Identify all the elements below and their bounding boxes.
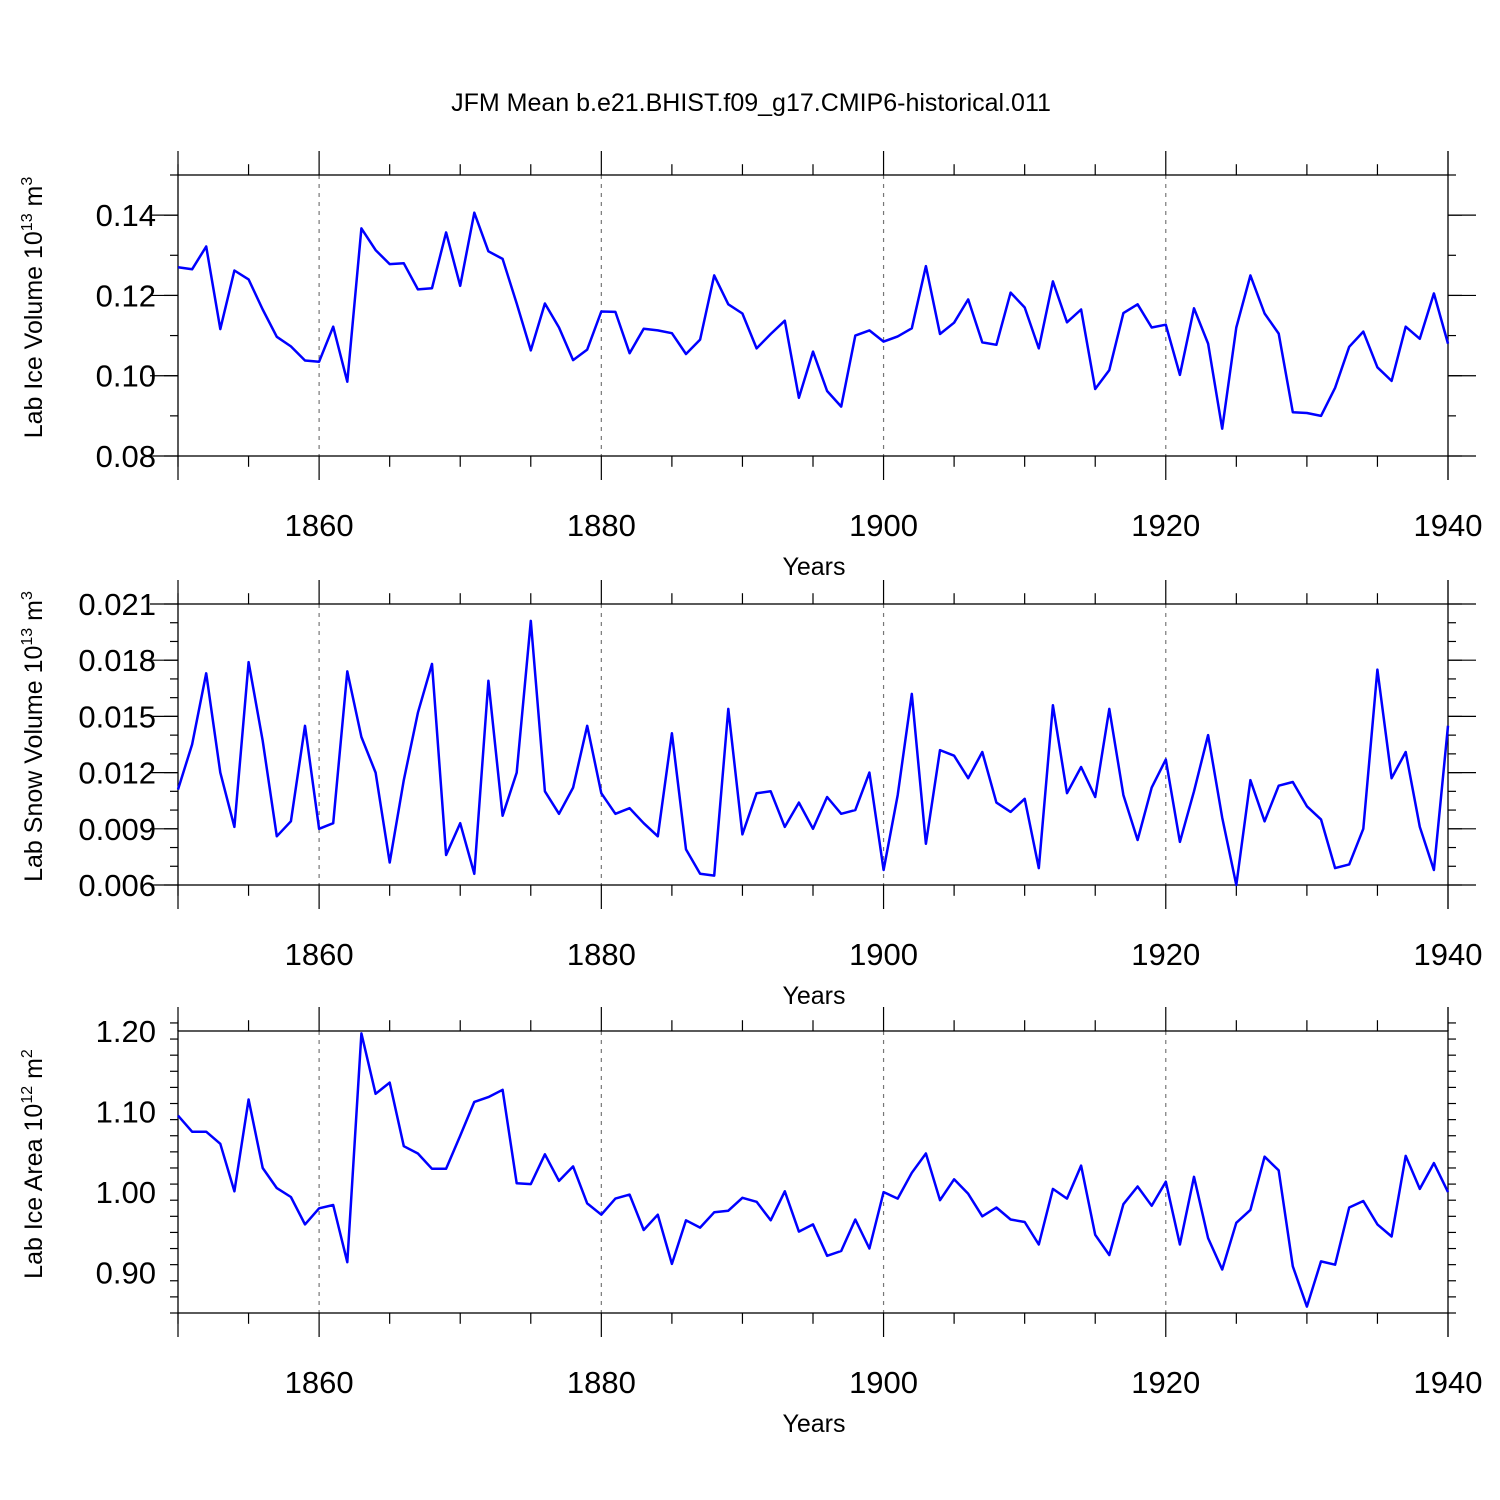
y-tick-label: 0.10 bbox=[96, 359, 156, 394]
x-tick-label: 1880 bbox=[567, 508, 636, 543]
y-tick-label: 0.009 bbox=[78, 812, 156, 847]
y-axis-label-part: 13 bbox=[19, 213, 36, 231]
y-axis-label-part: 12 bbox=[19, 1086, 36, 1104]
y-axis-label-part: 3 bbox=[19, 177, 36, 186]
x-tick-label: 1880 bbox=[567, 937, 636, 972]
x-tick-label: 1940 bbox=[1414, 937, 1483, 972]
x-tick-label: 1900 bbox=[849, 1365, 918, 1400]
y-axis-label-part: m bbox=[20, 600, 48, 628]
plot-frame bbox=[177, 174, 1449, 457]
y-tick-label: 0.018 bbox=[78, 643, 156, 678]
y-axis-label-part: m bbox=[20, 186, 48, 214]
x-tick-label: 1880 bbox=[567, 1365, 636, 1400]
x-tick-label: 1860 bbox=[285, 508, 354, 543]
figure-title: JFM Mean b.e21.BHIST.f09_g17.CMIP6-histo… bbox=[451, 89, 1051, 117]
x-tick-label: 1920 bbox=[1131, 937, 1200, 972]
x-tick-label: 1860 bbox=[285, 937, 354, 972]
y-axis-label-part: Lab Snow Volume 10 bbox=[20, 646, 48, 882]
panels: 1860 1880 1900 1920 1940 0.08 0.10 0.12 0.14 Year… bbox=[19, 151, 1482, 1438]
y-axis-label-part: Lab Ice Area 10 bbox=[20, 1104, 48, 1279]
x-tick-label: 1920 bbox=[1131, 1365, 1200, 1400]
y-axis-label: Lab Ice Volume 1013 m3 bbox=[19, 177, 48, 439]
x-axis-label: Years bbox=[782, 982, 845, 1010]
x-tick-label: 1860 bbox=[285, 1365, 354, 1400]
plot-frame bbox=[177, 603, 1449, 886]
y-axis-label-part: 3 bbox=[19, 591, 36, 600]
x-tick-label: 1900 bbox=[849, 508, 918, 543]
y-axis-label: Lab Snow Volume 1013 m3 bbox=[19, 591, 48, 882]
y-tick-label: 0.08 bbox=[96, 439, 156, 474]
y-tick-label: 1.00 bbox=[96, 1175, 156, 1210]
y-axis-label-part: Lab Ice Volume 10 bbox=[20, 231, 48, 438]
x-tick-label: 1920 bbox=[1131, 508, 1200, 543]
y-tick-label: 1.10 bbox=[96, 1095, 156, 1130]
x-axis-label: Years bbox=[782, 1410, 845, 1438]
y-tick-label: 0.006 bbox=[78, 868, 156, 903]
y-tick-label: 0.012 bbox=[78, 756, 156, 791]
y-tick-label: 0.90 bbox=[96, 1256, 156, 1291]
y-axis-label-part: 13 bbox=[19, 628, 36, 646]
y-axis-label-part: 2 bbox=[19, 1049, 36, 1058]
series-line bbox=[177, 211, 1450, 430]
y-tick-label: 0.021 bbox=[78, 587, 156, 622]
panel-2: 1860 1880 1900 1920 1940 0.006 0.009 0.012 0.015… bbox=[19, 580, 1482, 1010]
y-axis-label-part: m bbox=[20, 1058, 48, 1086]
x-tick-label: 1940 bbox=[1414, 1365, 1483, 1400]
y-tick-label: 0.015 bbox=[78, 699, 156, 734]
y-axis-label: Lab Ice Area 1012 m2 bbox=[19, 1049, 48, 1279]
y-tick-label: 1.20 bbox=[96, 1014, 156, 1049]
panel-3: 1860 1880 1900 1920 1940 0.90 1.00 1.10 1.20 Year… bbox=[19, 1007, 1482, 1438]
x-axis-label: Years bbox=[782, 553, 845, 581]
x-tick-label: 1940 bbox=[1414, 508, 1483, 543]
plot-frame bbox=[177, 1030, 1449, 1314]
series-line bbox=[176, 619, 1450, 887]
y-tick-label: 0.12 bbox=[96, 278, 156, 313]
panel-1: 1860 1880 1900 1920 1940 0.08 0.10 0.12 0.14 Year… bbox=[19, 151, 1482, 581]
x-tick-label: 1900 bbox=[849, 937, 918, 972]
y-tick-label: 0.14 bbox=[96, 198, 156, 233]
series-line bbox=[177, 1032, 1450, 1308]
